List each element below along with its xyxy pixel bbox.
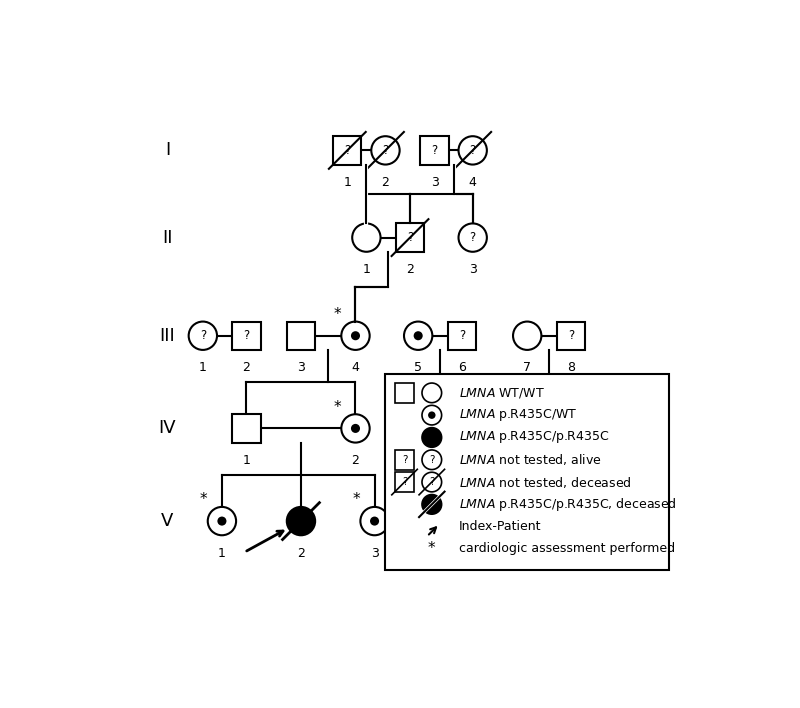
Circle shape [360, 507, 389, 535]
Text: 3: 3 [436, 454, 444, 467]
Text: ?: ? [470, 144, 476, 157]
Text: 3: 3 [370, 547, 378, 559]
Text: ?: ? [200, 329, 206, 342]
Bar [232, 321, 261, 350]
Circle shape [342, 321, 370, 350]
Text: 2: 2 [351, 454, 359, 467]
Bar [333, 136, 362, 164]
Circle shape [422, 383, 442, 403]
Circle shape [422, 472, 442, 492]
Circle shape [218, 517, 226, 525]
Bar [286, 321, 315, 350]
Text: *: * [334, 307, 341, 322]
Circle shape [352, 224, 381, 252]
Text: ?: ? [429, 477, 434, 487]
Text: 7: 7 [523, 361, 531, 375]
Text: ?: ? [243, 329, 250, 342]
Text: 1: 1 [343, 176, 351, 189]
Circle shape [422, 406, 442, 425]
Bar [386, 374, 669, 570]
Circle shape [422, 450, 442, 469]
Bar [420, 136, 449, 164]
Bar [557, 321, 585, 350]
Text: 1: 1 [218, 547, 226, 559]
Text: *: * [200, 492, 207, 508]
Text: V: V [162, 512, 174, 530]
Text: $\it{LMNA}$ p.R435C/p.R435C: $\it{LMNA}$ p.R435C/p.R435C [459, 430, 610, 445]
Circle shape [370, 517, 379, 525]
Circle shape [422, 495, 442, 514]
Circle shape [414, 331, 422, 341]
Circle shape [428, 411, 435, 419]
Text: *: * [334, 399, 341, 415]
Text: IV: IV [158, 419, 176, 438]
Circle shape [426, 414, 454, 442]
Circle shape [404, 321, 432, 350]
Text: ?: ? [568, 422, 574, 435]
Circle shape [208, 507, 236, 535]
Text: *: * [428, 542, 436, 556]
Circle shape [189, 321, 217, 350]
Text: ?: ? [429, 455, 434, 464]
Circle shape [286, 507, 315, 535]
Circle shape [458, 224, 487, 252]
Text: $\it{LMNA}$ not tested, deceased: $\it{LMNA}$ not tested, deceased [459, 474, 632, 489]
Text: 1: 1 [242, 454, 250, 467]
Bar [394, 383, 414, 403]
Text: ?: ? [344, 144, 350, 157]
Text: 4: 4 [351, 361, 359, 375]
Text: III: III [159, 326, 175, 345]
Bar [448, 321, 476, 350]
Text: $\it{LMNA}$ p.R435C/p.R435C, deceased: $\it{LMNA}$ p.R435C/p.R435C, deceased [459, 496, 677, 513]
Text: $\it{LMNA}$ p.R435C/WT: $\it{LMNA}$ p.R435C/WT [459, 407, 578, 423]
Bar [396, 224, 424, 252]
Text: ?: ? [524, 422, 530, 435]
Text: I: I [165, 142, 170, 159]
Bar [557, 414, 585, 442]
Text: 3: 3 [297, 361, 305, 375]
Text: ?: ? [402, 455, 407, 464]
Text: 6: 6 [458, 361, 466, 375]
Text: 3: 3 [469, 263, 477, 276]
Text: 4: 4 [523, 454, 531, 467]
Circle shape [422, 428, 442, 447]
Text: 1: 1 [362, 263, 370, 276]
Text: ?: ? [407, 231, 413, 244]
Circle shape [458, 136, 487, 164]
Text: 2: 2 [297, 547, 305, 559]
Text: cardiologic assessment performed: cardiologic assessment performed [459, 542, 675, 556]
Text: ?: ? [437, 422, 443, 435]
Text: $\it{LMNA}$ WT/WT: $\it{LMNA}$ WT/WT [459, 386, 545, 400]
Circle shape [371, 136, 400, 164]
Text: ?: ? [568, 329, 574, 342]
Circle shape [342, 414, 370, 442]
Circle shape [513, 321, 542, 350]
Text: 8: 8 [567, 361, 575, 375]
Text: 2: 2 [382, 176, 390, 189]
Text: ?: ? [470, 231, 476, 244]
Text: 5: 5 [567, 454, 575, 467]
Text: ?: ? [382, 144, 389, 157]
Bar [513, 414, 542, 442]
Bar [394, 472, 414, 492]
Text: 1: 1 [199, 361, 206, 375]
Text: ?: ? [402, 477, 407, 487]
Text: 5: 5 [414, 361, 422, 375]
Text: ?: ? [431, 144, 438, 157]
Text: Index-Patient: Index-Patient [459, 520, 542, 533]
Text: 2: 2 [406, 263, 414, 276]
Bar [232, 414, 261, 442]
Text: 4: 4 [469, 176, 477, 189]
Text: II: II [162, 229, 173, 246]
Text: ?: ? [458, 329, 465, 342]
Text: 3: 3 [430, 176, 438, 189]
Circle shape [351, 331, 360, 341]
Text: 2: 2 [242, 361, 250, 375]
Text: *: * [352, 492, 360, 508]
Bar [394, 450, 414, 469]
Text: $\it{LMNA}$ not tested, alive: $\it{LMNA}$ not tested, alive [459, 452, 602, 467]
Circle shape [351, 424, 360, 433]
